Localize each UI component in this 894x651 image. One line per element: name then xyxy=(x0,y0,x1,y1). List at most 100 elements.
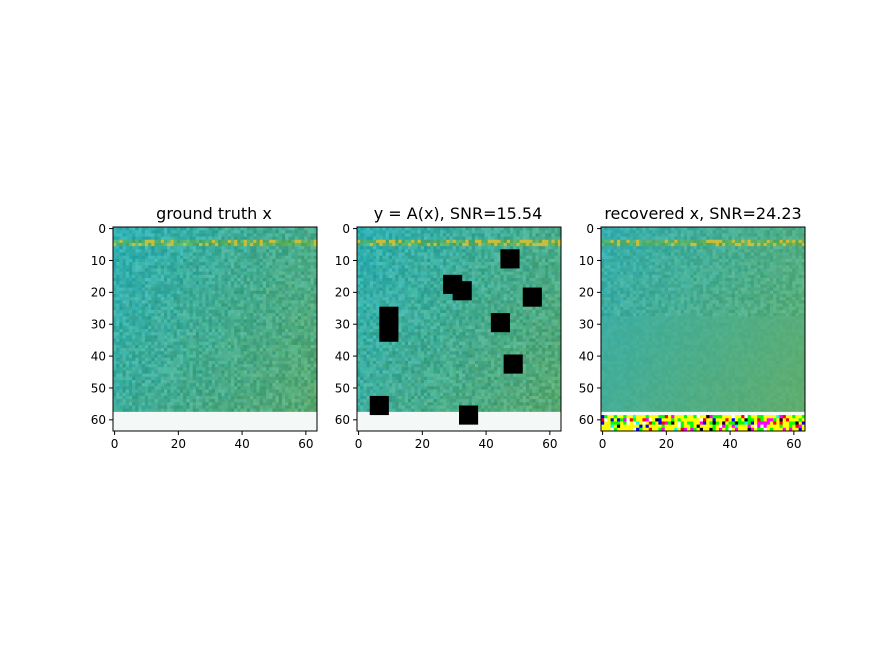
pixel-cell xyxy=(294,418,299,422)
pixel-cell xyxy=(253,415,257,419)
pixel-cell xyxy=(176,274,181,279)
pixel-cell xyxy=(379,265,383,269)
pixel-cell xyxy=(173,255,178,260)
pixel-cell xyxy=(392,262,396,266)
pixel-cell xyxy=(291,392,296,397)
pixel-cell xyxy=(310,281,315,285)
pixel-cell xyxy=(291,281,296,285)
pixel-cell xyxy=(304,380,308,384)
pixel-cell xyxy=(183,354,187,359)
pixel-cell xyxy=(202,278,206,282)
pixel-cell xyxy=(304,325,308,330)
pixel-cell xyxy=(246,338,251,343)
pixel-cell xyxy=(135,373,139,378)
pixel-cell xyxy=(230,252,235,257)
pixel-cell xyxy=(167,246,171,250)
pixel-cell xyxy=(240,287,245,292)
pixel-cell xyxy=(369,242,374,247)
pixel-cell xyxy=(285,252,289,257)
pixel-cell xyxy=(151,354,155,359)
pixel-cell xyxy=(176,246,181,250)
pixel-cell xyxy=(294,255,299,260)
pixel-cell xyxy=(234,319,238,323)
pixel-cell xyxy=(246,427,251,432)
pixel-cell xyxy=(189,376,194,381)
pixel-cell xyxy=(192,357,197,362)
pixel-cell xyxy=(230,303,235,308)
pixel-cell xyxy=(119,354,123,359)
pixel-cell xyxy=(294,389,299,394)
pixel-cell xyxy=(141,341,146,346)
pixel-cell xyxy=(272,376,276,381)
pixel-cell xyxy=(269,360,273,365)
pixel-cell xyxy=(151,411,155,416)
pixel-cell xyxy=(297,297,302,301)
pixel-cell xyxy=(141,297,146,301)
pixel-cell xyxy=(186,427,190,432)
pixel-cell xyxy=(157,348,162,352)
pixel-cell xyxy=(113,370,117,374)
pixel-cell xyxy=(167,364,171,368)
pixel-cell xyxy=(372,255,377,260)
pixel-cell xyxy=(313,421,318,425)
pixel-cell xyxy=(144,424,149,429)
pixel-cell xyxy=(275,325,280,330)
pixel-cell xyxy=(250,418,254,422)
pixel-cell xyxy=(376,242,380,247)
pixel-cell xyxy=(192,230,197,234)
pixel-cell xyxy=(151,293,155,298)
pixel-cell xyxy=(266,271,270,276)
pixel-cell xyxy=(116,357,120,362)
pixel-cell xyxy=(369,239,374,244)
pixel-cell xyxy=(208,411,213,416)
pixel-cell xyxy=(304,357,308,362)
pixel-cell xyxy=(144,392,149,397)
pixel-cell xyxy=(211,297,216,301)
pixel-cell xyxy=(532,227,536,231)
pixel-cell xyxy=(497,239,501,244)
pixel-cell xyxy=(151,300,155,304)
pixel-cell xyxy=(167,255,171,260)
pixel-cell xyxy=(278,227,283,231)
pixel-cell xyxy=(269,351,273,355)
pixel-cell xyxy=(357,265,361,269)
pixel-cell xyxy=(157,351,162,355)
pixel-cell xyxy=(262,278,267,282)
pixel-cell xyxy=(246,319,251,323)
pixel-cell xyxy=(256,338,260,343)
pixel-cell xyxy=(176,265,181,269)
pixel-cell xyxy=(538,262,543,266)
pixel-cell xyxy=(525,230,530,234)
pixel-cell xyxy=(154,341,158,346)
pixel-cell xyxy=(195,227,200,231)
pixel-cell xyxy=(266,389,270,394)
pixel-cell xyxy=(199,268,203,272)
pixel-cell xyxy=(211,258,216,263)
pixel-cell xyxy=(313,364,318,368)
pixel-cell xyxy=(360,252,364,257)
pixel-cell xyxy=(211,236,216,241)
pixel-cell xyxy=(113,284,117,288)
pixel-cell xyxy=(192,265,197,269)
pixel-cell xyxy=(227,418,232,422)
pixel-cell xyxy=(125,300,130,304)
pixel-cell xyxy=(256,274,260,279)
pixel-cell xyxy=(459,239,463,244)
pixel-cell xyxy=(113,297,117,301)
pixel-cell xyxy=(195,348,200,352)
pixel-cell xyxy=(132,392,136,397)
pixel-cell xyxy=(408,262,412,266)
pixel-cell xyxy=(262,329,267,333)
pixel-cell xyxy=(269,246,273,250)
pixel-cell xyxy=(151,258,155,263)
pixel-cell xyxy=(148,239,152,244)
pixel-cell xyxy=(208,348,213,352)
pixel-cell xyxy=(297,306,302,311)
pixel-cell xyxy=(224,268,229,272)
pixel-cell xyxy=(151,227,155,231)
pixel-cell xyxy=(262,354,267,359)
pixel-cell xyxy=(262,341,267,346)
pixel-cell xyxy=(259,360,264,365)
pixel-cell xyxy=(278,344,283,349)
pixel-cell xyxy=(170,246,174,250)
